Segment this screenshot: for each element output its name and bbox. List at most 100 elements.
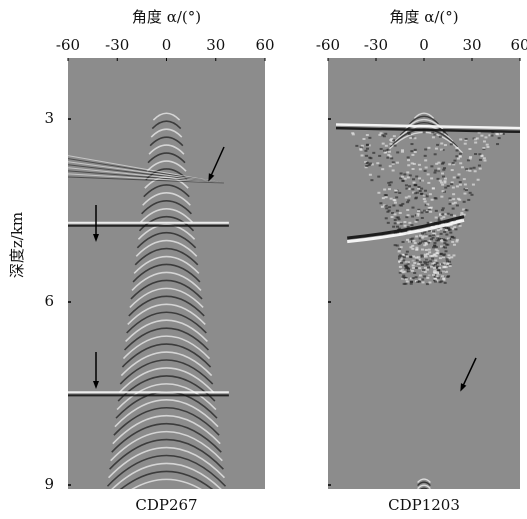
noise — [395, 209, 399, 212]
noise — [465, 168, 469, 171]
event — [107, 446, 226, 479]
noise — [434, 209, 438, 212]
noise — [414, 256, 418, 259]
noise — [409, 277, 413, 280]
noise — [398, 260, 402, 263]
noise — [437, 239, 441, 242]
noise — [406, 238, 410, 241]
noise — [438, 135, 442, 138]
event — [122, 335, 211, 360]
noise — [446, 227, 450, 230]
noise — [450, 235, 454, 238]
noise — [451, 162, 455, 165]
noise — [406, 214, 410, 217]
noise — [444, 213, 448, 216]
noise — [462, 178, 466, 181]
noise — [384, 144, 388, 147]
noise — [399, 246, 403, 249]
noise — [440, 209, 444, 212]
noise — [444, 250, 448, 253]
noise — [417, 187, 421, 190]
noise — [457, 173, 461, 176]
noise — [455, 185, 459, 188]
noise — [427, 206, 431, 209]
noise — [448, 198, 452, 201]
noise — [428, 234, 432, 237]
noise — [462, 200, 466, 203]
noise — [463, 192, 467, 195]
noise — [432, 266, 436, 269]
noise — [407, 195, 411, 198]
noise — [434, 255, 438, 258]
noise — [424, 242, 428, 245]
noise — [441, 190, 445, 193]
noise — [404, 253, 408, 256]
noise — [438, 217, 442, 220]
noise — [398, 271, 402, 274]
noise — [431, 232, 435, 235]
noise — [418, 274, 422, 277]
noise — [388, 165, 392, 168]
event — [119, 359, 214, 385]
noise — [411, 206, 415, 209]
noise — [443, 181, 447, 184]
noise — [407, 240, 411, 243]
noise — [453, 201, 457, 204]
event — [129, 287, 204, 308]
noise — [419, 241, 423, 244]
noise — [398, 255, 402, 258]
noise — [431, 233, 435, 236]
noise — [411, 247, 415, 250]
noise — [403, 224, 407, 227]
noise — [458, 152, 462, 155]
noise — [429, 210, 433, 213]
noise — [497, 137, 501, 140]
noise — [378, 133, 382, 136]
noise — [384, 204, 388, 207]
noise — [440, 148, 444, 151]
noise — [432, 274, 436, 277]
noise — [442, 266, 446, 269]
y-tick-label: 6 — [44, 292, 54, 310]
noise — [480, 155, 484, 158]
noise — [417, 258, 421, 261]
noise — [408, 174, 412, 177]
noise — [412, 266, 416, 269]
noise — [446, 243, 450, 246]
noise — [387, 153, 391, 156]
noise — [391, 161, 395, 164]
noise — [405, 266, 409, 269]
noise — [381, 142, 385, 145]
reflector — [335, 126, 520, 134]
noise — [442, 168, 446, 171]
noise — [460, 166, 464, 169]
noise — [390, 216, 394, 219]
noise — [452, 193, 456, 196]
noise — [458, 198, 462, 201]
noise — [445, 258, 449, 261]
noise — [439, 252, 443, 255]
noise — [433, 171, 437, 174]
noise — [395, 196, 399, 199]
noise — [407, 164, 411, 167]
noise — [450, 181, 454, 184]
noise — [388, 206, 392, 209]
noise — [431, 136, 435, 139]
noise — [451, 227, 455, 230]
noise — [433, 197, 437, 200]
noise — [486, 145, 490, 148]
noise — [369, 162, 373, 165]
noise — [383, 149, 387, 152]
noise — [452, 176, 456, 179]
noise — [438, 281, 442, 284]
noise — [434, 147, 438, 150]
noise — [453, 159, 457, 162]
noise — [392, 139, 396, 142]
event — [128, 295, 205, 317]
noise — [435, 239, 439, 242]
noise — [428, 239, 432, 242]
noise — [359, 146, 363, 149]
noise — [425, 211, 429, 214]
noise — [432, 246, 436, 249]
noise — [403, 270, 407, 273]
